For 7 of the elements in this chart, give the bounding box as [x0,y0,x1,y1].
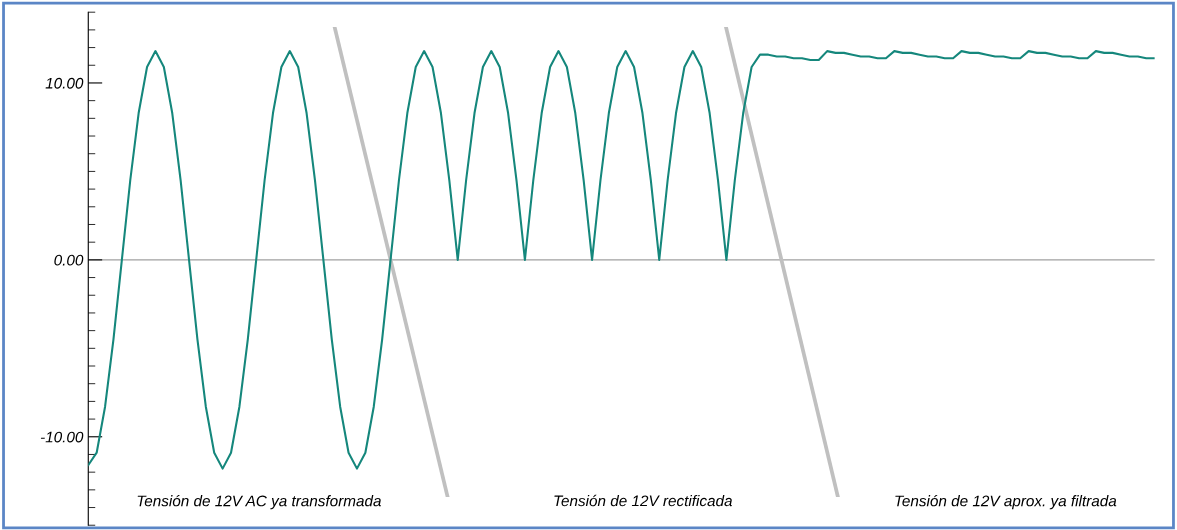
annotation: Tensión de 12V aprox. ya filtrada [895,494,1117,510]
annotation: Tensión de 12V AC ya transformada [137,494,381,510]
y-tick-label: 0.00 [54,254,84,266]
line-series [88,50,1155,470]
y-tick-label: 10.00 [45,77,84,89]
annotation: Tensión de 12V rectificada [554,494,733,507]
y-tick-label: -10.00 [40,431,84,443]
